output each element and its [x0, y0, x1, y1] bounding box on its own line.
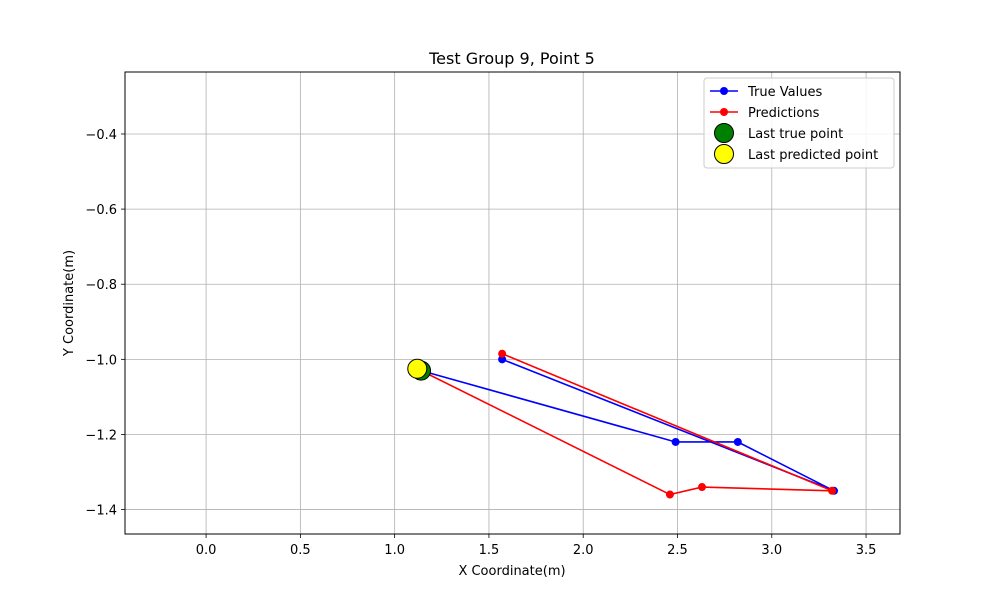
x-axis-label: X Coordinate(m)	[458, 564, 565, 579]
y-tick-label: −1.2	[85, 428, 117, 443]
data-point	[733, 437, 742, 446]
series-predictions	[413, 349, 837, 499]
marker-layer	[407, 358, 432, 381]
legend-box	[703, 77, 895, 169]
x-tick-label: 3.0	[761, 543, 782, 558]
legend-label: Predictions	[748, 106, 820, 121]
series-layer	[413, 349, 839, 499]
data-point	[698, 483, 707, 492]
x-tick-label: 2.5	[667, 543, 688, 558]
legend-point-swatch	[720, 87, 728, 95]
series-line	[416, 352, 833, 496]
plot-frame	[124, 71, 901, 535]
data-point	[828, 486, 837, 495]
legend: True Values Predictions Last true point Las…	[703, 77, 895, 169]
data-point	[498, 355, 507, 364]
grid	[125, 72, 900, 534]
legend-point-swatch	[720, 108, 728, 116]
data-point	[671, 437, 680, 446]
data-point	[665, 490, 674, 499]
legend-label: Last predicted point	[748, 148, 878, 163]
y-tick-label: −0.8	[85, 278, 117, 293]
legend-label: True Values	[747, 85, 822, 100]
x-tick-label: 2.0	[573, 543, 594, 558]
y-tick-label: −0.6	[85, 203, 117, 218]
legend-marker-swatch	[714, 123, 734, 143]
x-tick-label: 1.5	[479, 543, 500, 558]
x-axis-ticks: 0.0 0.5 1.0 1.5 2.0 2.5 3.0 3.5	[196, 534, 877, 558]
y-tick-label: −1.0	[85, 353, 117, 368]
y-tick-label: −0.4	[85, 128, 117, 143]
legend-marker-swatch	[714, 144, 734, 164]
chart-title: Test Group 9, Point 5	[428, 49, 595, 68]
x-tick-label: 0.5	[290, 543, 311, 558]
x-tick-label: 3.5	[856, 543, 877, 558]
legend-label: Last true point	[748, 127, 843, 142]
x-tick-label: 0.0	[196, 543, 217, 558]
y-axis-ticks: −0.4 −0.6 −0.8 −1.0 −1.2 −1.4	[85, 128, 125, 519]
y-axis-label: Y Coordinate(m)	[62, 250, 77, 357]
y-tick-label: −1.4	[85, 504, 117, 519]
last-predicted-point-marker	[407, 358, 428, 379]
x-tick-label: 1.0	[384, 543, 405, 558]
data-point	[498, 349, 507, 358]
